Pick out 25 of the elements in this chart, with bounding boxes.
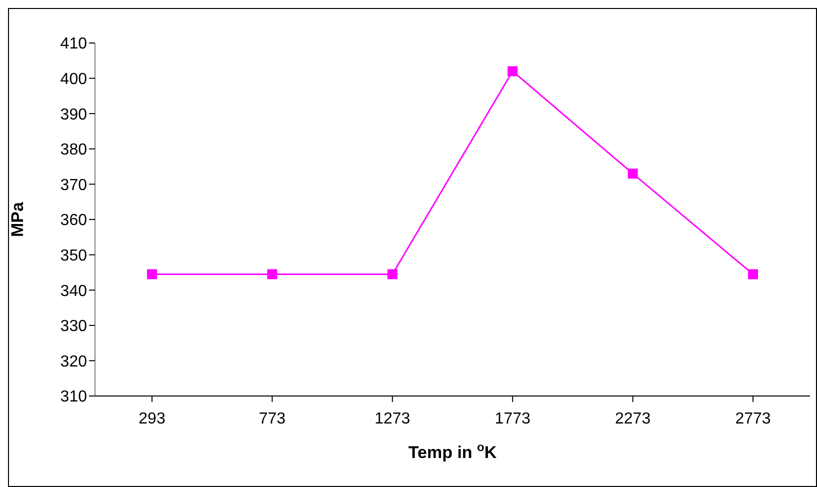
x-tick-label: 773	[258, 410, 286, 428]
point	[147, 269, 157, 280]
y-tick-label: 330	[60, 318, 88, 336]
y-tick-label: 340	[60, 282, 88, 300]
y-tick-label: 410	[60, 36, 88, 53]
x-tick-label: 293	[138, 410, 166, 428]
x-tick-label: 1773	[494, 410, 530, 428]
y-tick-label: 400	[60, 70, 88, 88]
point	[267, 269, 278, 280]
x-axis-title: Temp in $^{o}$K	[408, 440, 498, 462]
x-tick-label: 2273	[615, 410, 651, 428]
point	[387, 269, 398, 280]
y-tick-label: 360	[60, 212, 88, 230]
x-tick-label: 1273	[374, 410, 410, 428]
y-axis-title: MPa	[8, 201, 28, 237]
y-tick-label: 310	[60, 388, 88, 406]
point	[748, 269, 758, 280]
y-tick-label: 380	[60, 142, 88, 159]
x-tick-label: 2773	[735, 410, 771, 428]
y-tick-label: 390	[60, 106, 88, 124]
point	[508, 66, 518, 76]
y-tick-label: 320	[60, 353, 88, 370]
y-tick-label: 350	[60, 247, 88, 264]
y-tick-label: 370	[60, 176, 88, 194]
point	[628, 168, 638, 179]
